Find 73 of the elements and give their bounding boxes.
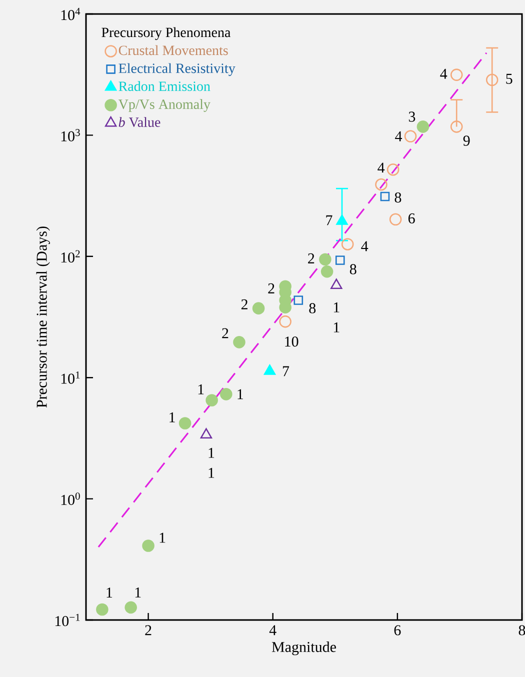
point <box>341 238 354 250</box>
x-axis-title: Magnitude <box>272 642 336 656</box>
annotation: 8 <box>394 192 402 203</box>
annotation: 7 <box>326 215 332 226</box>
point <box>319 253 332 266</box>
annotation: 1 <box>135 587 141 598</box>
point <box>206 394 218 406</box>
y-tick-label: 10$^{0}$ <box>61 492 80 505</box>
point <box>178 417 192 430</box>
annotation: 1 <box>208 468 214 478</box>
annotation: 5 <box>506 74 512 84</box>
annotation: 1 <box>334 322 340 332</box>
annotation: 6 <box>408 213 415 224</box>
annotation: 4 <box>395 131 402 142</box>
annotation: 1 <box>160 532 166 543</box>
y-tick-label: 10$^{3}$ <box>61 129 80 142</box>
y-tick-label: 10$^{−1}$ <box>55 614 80 626</box>
annotation: 1 <box>106 588 112 598</box>
point <box>450 68 463 81</box>
y-tick-label: 10$^{2}$ <box>61 250 80 263</box>
point <box>264 364 276 375</box>
annotation: 2 <box>222 328 228 338</box>
point <box>124 601 137 614</box>
annotation: 8 <box>350 264 356 274</box>
point <box>233 336 246 348</box>
annotation: 1 <box>238 389 243 400</box>
annotation: 10 <box>285 336 298 347</box>
annotation: 9 <box>463 136 470 146</box>
point <box>96 603 108 616</box>
annotation: 1 <box>198 384 204 394</box>
annotation: 4 <box>378 162 385 173</box>
y-axis-title: Precursor time interval (Days) <box>36 226 50 408</box>
point <box>450 120 463 133</box>
x-tick-label: 2 <box>145 625 152 636</box>
legend-label: Vp/Vs Anomaly <box>118 99 210 112</box>
point <box>389 213 402 226</box>
annotation: 8 <box>309 303 316 314</box>
annotation: 2 <box>241 299 248 310</box>
point <box>330 278 342 289</box>
point <box>375 178 388 191</box>
legend-title: Precursory Phenomena <box>102 27 231 40</box>
point <box>386 163 400 176</box>
annotation: 2 <box>308 253 314 264</box>
point <box>142 540 154 552</box>
point <box>336 214 348 225</box>
annotation: 1 <box>334 302 340 312</box>
point <box>279 315 292 328</box>
annotation: 1 <box>208 448 214 458</box>
point <box>294 296 304 305</box>
point <box>380 192 390 202</box>
point <box>335 256 345 265</box>
legend-label: b Value <box>118 117 160 128</box>
annotation: 7 <box>282 366 290 376</box>
annotation: 4 <box>440 68 448 79</box>
point <box>320 265 334 278</box>
point <box>220 388 232 400</box>
legend-label: Electrical Resistivity <box>118 63 236 76</box>
legend-label: Crustal Movements <box>118 45 228 56</box>
annotation: 2 <box>268 283 274 294</box>
annotation: 3 <box>408 112 416 122</box>
point <box>252 302 265 314</box>
point <box>200 428 212 439</box>
point <box>416 120 430 133</box>
y-tick-label: 10$^{1}$ <box>61 371 80 384</box>
point <box>404 130 417 142</box>
x-tick-label: 6 <box>394 625 401 636</box>
x-tick-label: 4 <box>269 625 276 636</box>
annotation: 4 <box>361 241 368 252</box>
x-tick-label: 8 <box>518 625 525 636</box>
legend-label: Radon Emission <box>118 81 210 92</box>
y-tick-label: 10$^{4}$ <box>61 8 80 20</box>
annotation: 1 <box>170 412 175 422</box>
point <box>486 74 498 86</box>
